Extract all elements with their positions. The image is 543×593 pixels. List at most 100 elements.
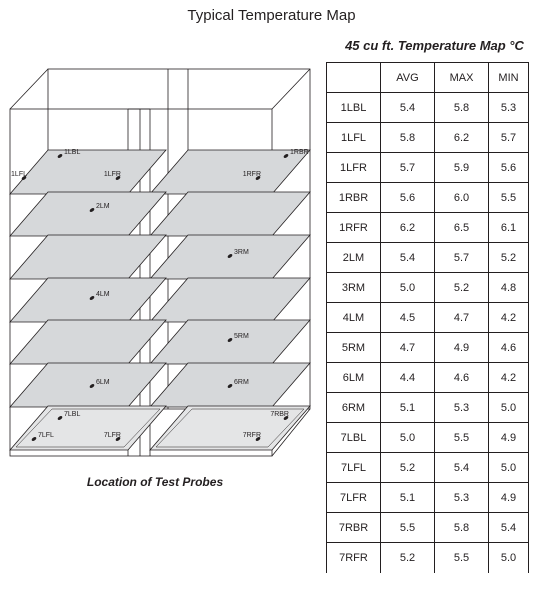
probe-label: 1RFR (243, 171, 261, 178)
probe-6lm: 6LM (89, 379, 110, 388)
probe-label: 7LFL (38, 432, 54, 439)
cell-avg: 5.0 (380, 422, 435, 453)
cell-max: 5.5 (434, 542, 489, 573)
cell-avg: 5.2 (380, 452, 435, 483)
table-row: 1LBL 5.4 5.8 5.3 (326, 92, 529, 123)
probe-marker-icon (283, 416, 289, 420)
probe-6rm: 6RM (227, 379, 249, 388)
cell-max: 5.3 (434, 392, 489, 423)
probe-1rbr: 1RBR (283, 149, 309, 158)
cell-avg: 5.4 (380, 92, 435, 123)
cell-avg: 6.2 (380, 212, 435, 243)
probe-1lfr: 1LFR (104, 171, 121, 180)
probe-7lfl: 7LFL (31, 432, 54, 441)
probe-label: 1RBR (290, 149, 309, 156)
cell-min: 5.7 (488, 122, 529, 153)
probe-marker-icon (255, 176, 261, 180)
table-row: 7LFL 5.2 5.4 5.0 (326, 452, 529, 483)
cell-avg: 5.5 (380, 512, 435, 543)
cell-max: 5.9 (434, 152, 489, 183)
shelf-4-right (149, 277, 311, 323)
cell-max: 5.5 (434, 422, 489, 453)
cell-min: 5.0 (488, 542, 529, 573)
probe-marker-icon (57, 416, 63, 420)
cell-max: 6.5 (434, 212, 489, 243)
cell-max: 6.2 (434, 122, 489, 153)
probe-label: 1LFL (11, 171, 27, 178)
bottom-shelf-rim-right (155, 408, 305, 448)
table-row: 6RM 5.1 5.3 5.0 (326, 392, 529, 423)
cell-probe: 7RFR (326, 542, 381, 573)
cell-probe: 2LM (326, 242, 381, 273)
probe-7rbr: 7RBR (270, 411, 289, 420)
cell-probe: 7LBL (326, 422, 381, 453)
cell-probe: 4LM (326, 302, 381, 333)
table-row: 7RFR 5.2 5.5 5.0 (326, 542, 529, 573)
table-row: 7LFR 5.1 5.3 4.9 (326, 482, 529, 513)
probe-1rfr: 1RFR (243, 171, 261, 180)
page-title: Typical Temperature Map (187, 7, 356, 24)
cell-max: 5.7 (434, 242, 489, 273)
probe-marker-icon (31, 437, 37, 441)
table-row: 7LBL 5.0 5.5 4.9 (326, 422, 529, 453)
cell-max: 5.2 (434, 272, 489, 303)
cell-probe: 1RFR (326, 212, 381, 243)
cell-min: 6.1 (488, 212, 529, 243)
probe-label: 7RFR (243, 432, 261, 439)
shelf-2-left (9, 191, 167, 237)
probe-label: 7LFR (104, 432, 121, 439)
cell-probe: 1LBL (326, 92, 381, 123)
cell-probe: 6RM (326, 392, 381, 423)
cell-probe: 3RM (326, 272, 381, 303)
cell-min: 4.6 (488, 332, 529, 363)
probe-label: 4LM (96, 291, 110, 298)
probe-label: 7RBR (270, 411, 289, 418)
cell-min: 4.8 (488, 272, 529, 303)
table-row: 4LM 4.5 4.7 4.2 (326, 302, 529, 333)
cell-avg: 5.0 (380, 272, 435, 303)
probe-label: 1LBL (64, 149, 80, 156)
table-row: 2LM 5.4 5.7 5.2 (326, 242, 529, 273)
probe-1lbl: 1LBL (57, 149, 80, 158)
shelf-1-left (9, 149, 167, 195)
cell-min: 4.9 (488, 482, 529, 513)
shelf-7-right (149, 405, 311, 451)
bottom-shelf-rim-left (15, 408, 161, 448)
table-row: 7RBR 5.5 5.8 5.4 (326, 512, 529, 543)
probe-marker-icon (227, 254, 233, 258)
probe-marker-icon (283, 154, 289, 158)
cell-min: 5.6 (488, 152, 529, 183)
cabinet-diagram: 1LBL 1LFL 1LFR 1RBR 1RFR 2LM 3RM 4LM 5RM 6LM 6RM 7L… (9, 68, 311, 457)
cell-max: 5.4 (434, 452, 489, 483)
probe-marker-icon (227, 338, 233, 342)
probe-5rm: 5RM (227, 333, 249, 342)
probe-marker-icon (89, 296, 95, 300)
probes: 1LBL 1LFL 1LFR 1RBR 1RFR 2LM 3RM 4LM 5RM 6LM 6RM 7L… (11, 149, 309, 441)
shelves (9, 149, 311, 451)
probe-marker-icon (89, 208, 95, 212)
shelf-3-left (9, 234, 167, 280)
table-row: 3RM 5.0 5.2 4.8 (326, 272, 529, 303)
probe-label: 6RM (234, 379, 249, 386)
cell-min: 5.0 (488, 452, 529, 483)
probe-label: 6LM (96, 379, 110, 386)
probe-marker-icon (89, 384, 95, 388)
table-row: 6LM 4.4 4.6 4.2 (326, 362, 529, 393)
cell-max: 4.7 (434, 302, 489, 333)
cell-avg: 5.6 (380, 182, 435, 213)
cell-min: 5.0 (488, 392, 529, 423)
diagram-caption: Location of Test Probes (86, 475, 224, 489)
cell-min: 5.5 (488, 182, 529, 213)
probe-3rm: 3RM (227, 249, 249, 258)
probe-7lfr: 7LFR (104, 432, 121, 441)
table-row: 1LFL 5.8 6.2 5.7 (326, 122, 529, 153)
shelf-5-left (9, 319, 167, 365)
cell-probe: 7RBR (326, 512, 381, 543)
table-row: 1RFR 6.2 6.5 6.1 (326, 212, 529, 243)
cell-avg: 4.5 (380, 302, 435, 333)
header-probe (326, 62, 381, 93)
table-row: 1LFR 5.7 5.9 5.6 (326, 152, 529, 183)
probe-label: 5RM (234, 333, 249, 340)
cell-probe: 6LM (326, 362, 381, 393)
probe-7rfr: 7RFR (243, 432, 261, 441)
